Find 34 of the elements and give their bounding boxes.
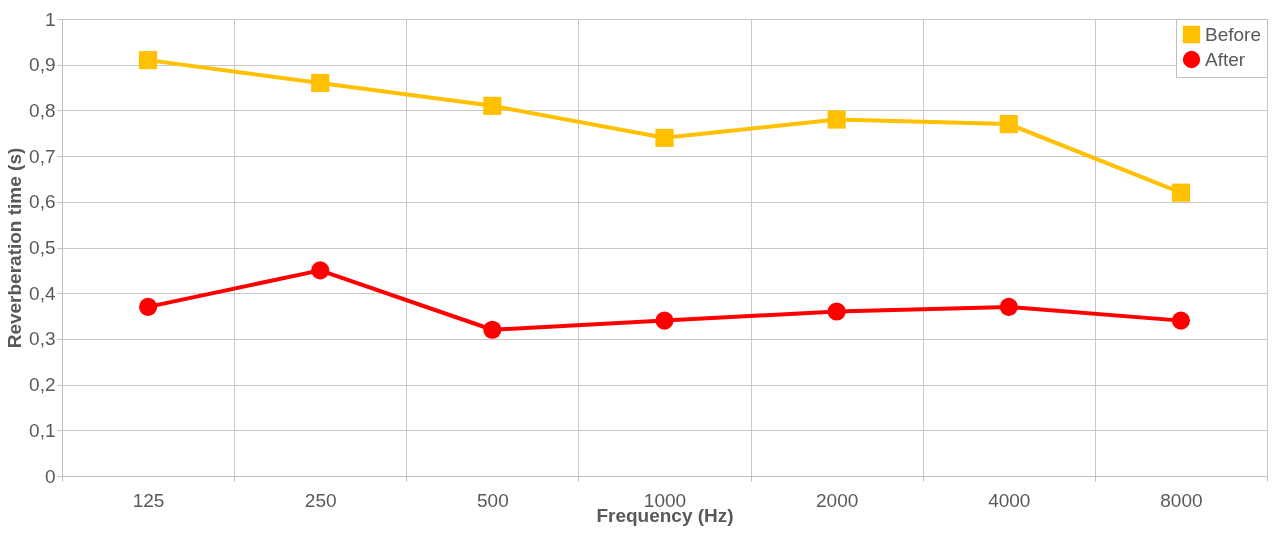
y-tick-label: 1 (44, 8, 56, 30)
point (1171, 183, 1191, 202)
legend-label: After (1205, 48, 1246, 70)
point (655, 128, 674, 147)
point (311, 73, 330, 93)
y-tick-label: 0 (44, 465, 56, 487)
point (827, 110, 846, 129)
x-tick-label: 4000 (988, 489, 1031, 511)
point (138, 51, 158, 70)
point (827, 302, 846, 321)
point (138, 297, 158, 316)
x-tick-label: 8000 (1160, 489, 1203, 511)
y-tick-label: 0,8 (29, 99, 56, 121)
y-tick-label: 0,9 (29, 54, 56, 76)
legend-label: Before (1205, 23, 1261, 45)
point (483, 96, 502, 115)
y-tick-label: 0,6 (29, 191, 56, 213)
y-axis-title: Reverberation time (s) (4, 147, 26, 349)
y-tick-label: 0,4 (29, 282, 56, 304)
y-tick-label: 0,5 (29, 237, 56, 258)
point (1171, 311, 1191, 330)
y-tick-label: 0,2 (29, 374, 56, 396)
x-tick-label: 250 (304, 489, 337, 511)
y-tick-label: 0,1 (29, 419, 56, 441)
point (483, 320, 502, 339)
x-tick-label: 500 (477, 489, 509, 511)
x-tick-label: 2000 (816, 489, 859, 511)
point (655, 311, 674, 330)
point (311, 261, 330, 280)
y-tick-label: 0,3 (29, 328, 56, 350)
y-tick-label: 0,7 (29, 145, 56, 167)
point (999, 115, 1018, 134)
x-tick-label: 125 (132, 489, 165, 511)
point (999, 297, 1018, 316)
